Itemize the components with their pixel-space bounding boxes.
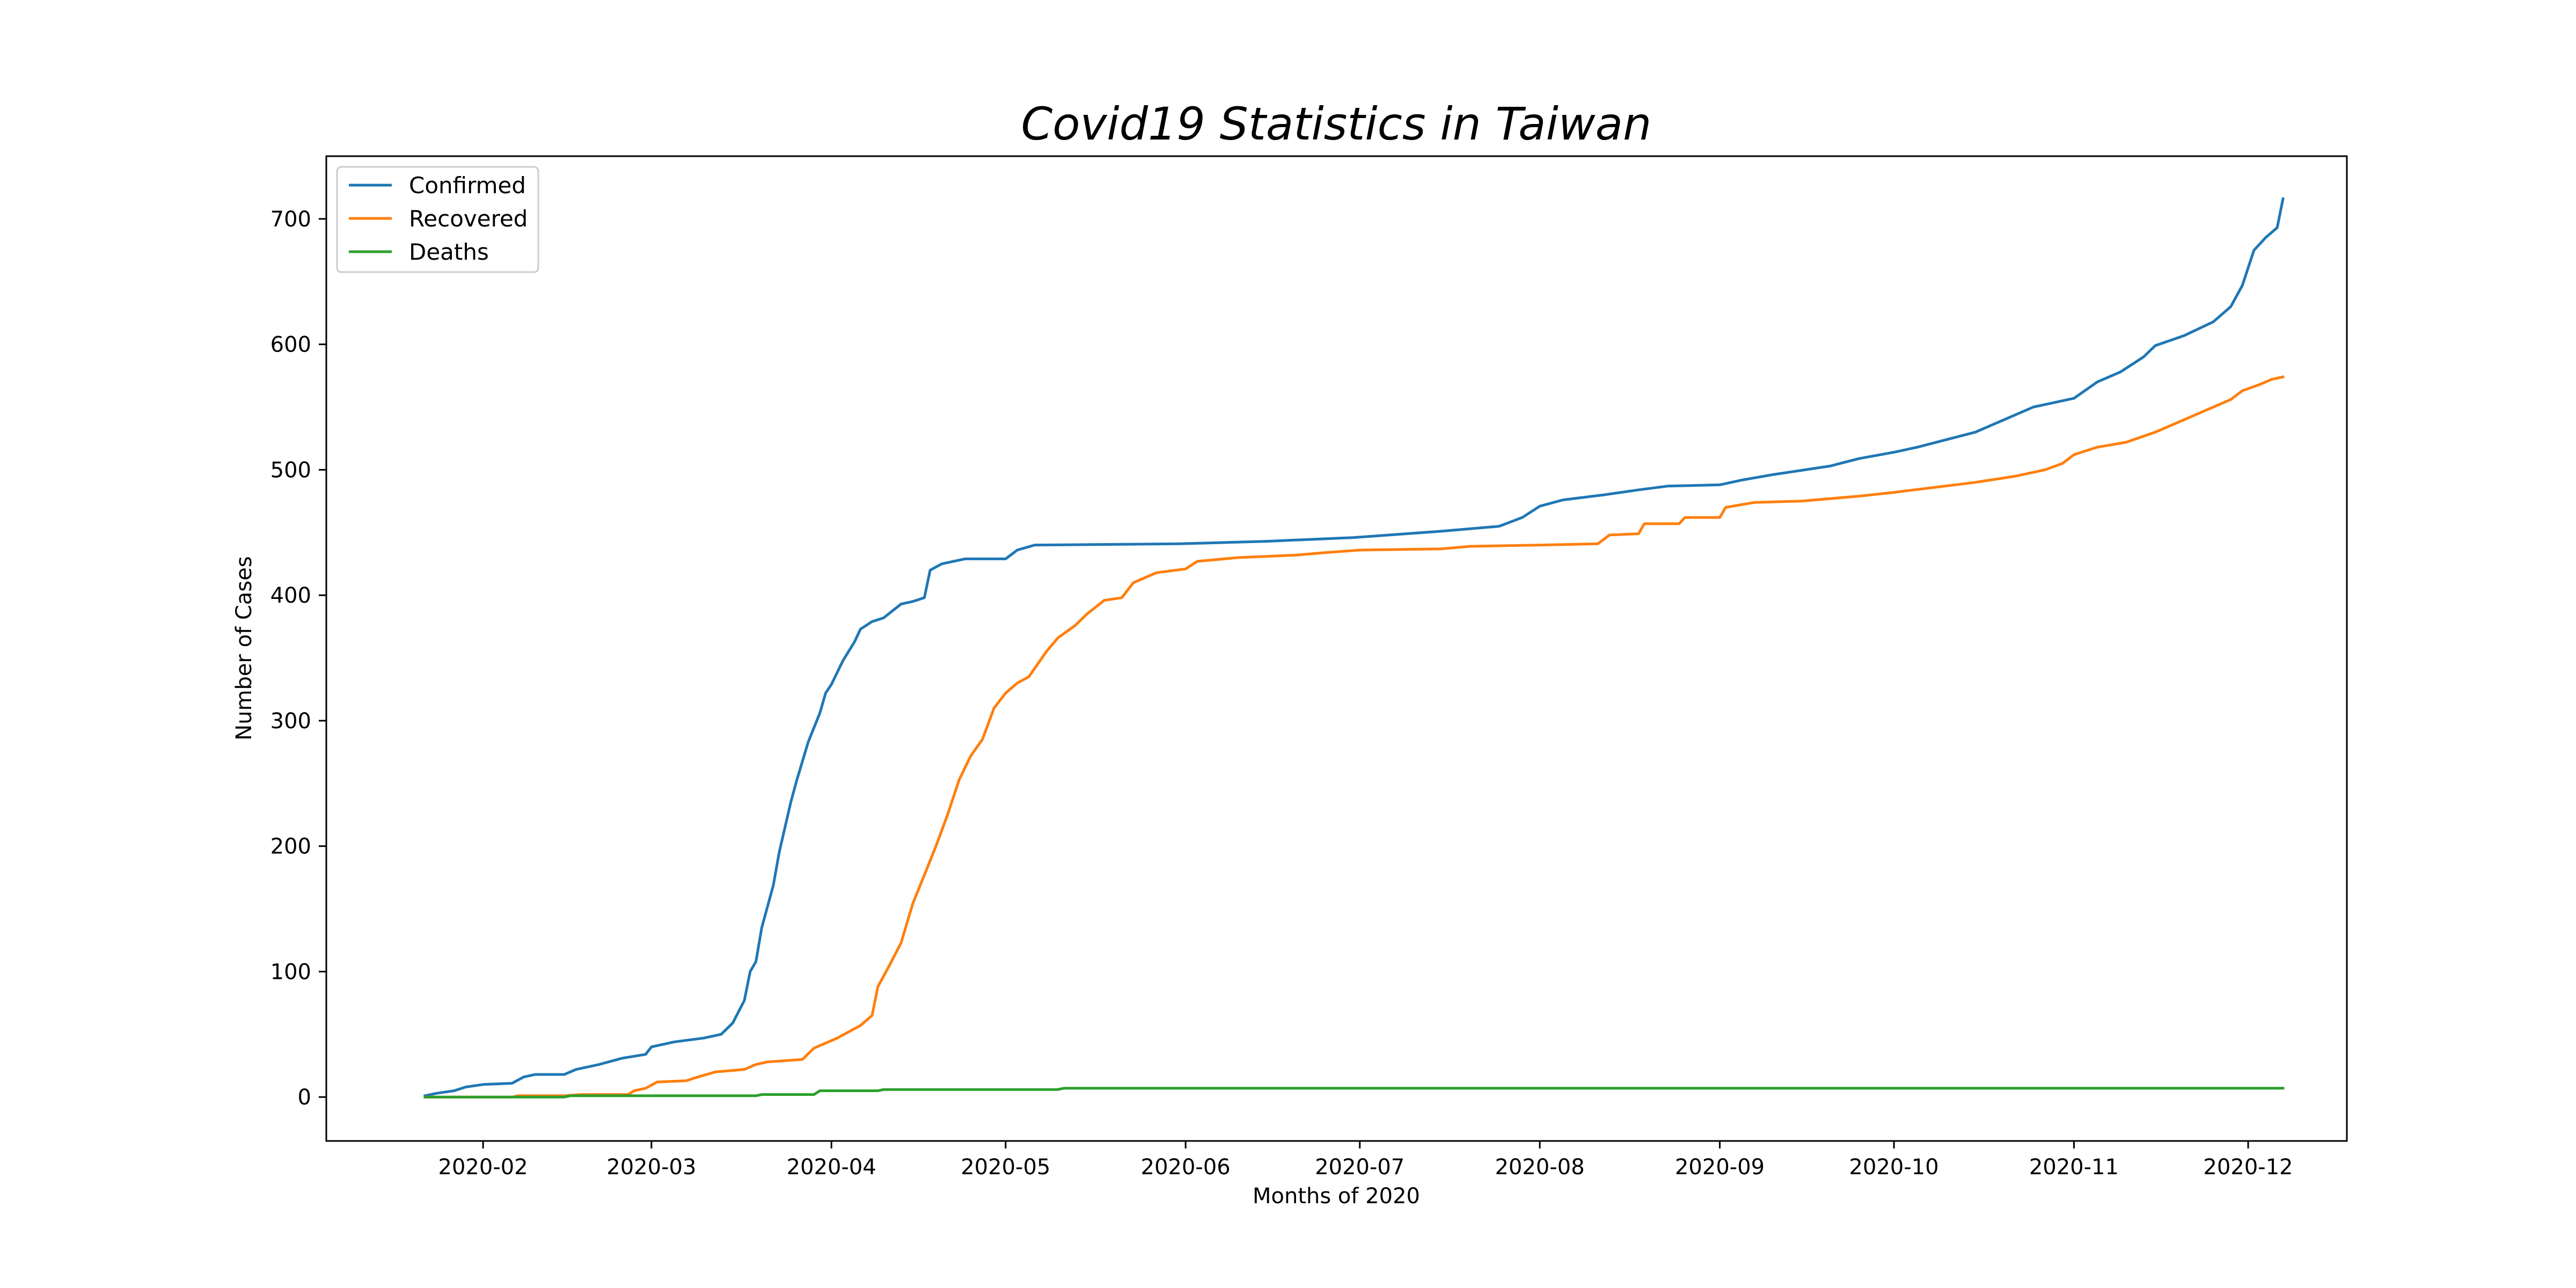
legend-label-confirmed: Confirmed [409, 172, 526, 199]
x-tick-label: 2020-02 [438, 1155, 528, 1180]
plot-area [326, 156, 2347, 1141]
series-line-deaths [423, 1087, 2285, 1099]
legend-label-recovered: Recovered [409, 206, 528, 232]
legend-label-deaths: Deaths [409, 239, 489, 265]
legend-box [336, 166, 539, 273]
x-tick-label: 2020-03 [606, 1155, 696, 1180]
x-tick-label: 2020-10 [1849, 1155, 1939, 1180]
y-tick-label: 100 [270, 960, 311, 984]
y-axis: 0 100 200 300 400 500 600 700 [270, 207, 326, 1110]
series-layer [423, 197, 2285, 1099]
y-tick-label: 0 [298, 1085, 311, 1110]
x-tick-label: 2020-11 [2029, 1155, 2119, 1180]
x-tick-label: 2020-09 [1675, 1155, 1765, 1180]
series-line-confirmed [423, 197, 2285, 1097]
y-tick-label: 400 [270, 583, 311, 608]
plot-frame [325, 155, 2348, 1142]
x-tick-label: 2020-05 [961, 1155, 1050, 1180]
y-tick-label: 600 [270, 333, 311, 357]
chart-title: Covid19 Statistics in Taiwan [1021, 98, 1652, 150]
x-axis: 2020-02 2020-03 2020-04 2020-05 2020-06 2020-… [438, 1141, 2293, 1180]
y-tick-label: 300 [270, 709, 311, 734]
y-tick-label: 200 [270, 835, 311, 859]
series-line-recovered [423, 375, 2285, 1099]
x-tick-label: 2020-06 [1141, 1155, 1231, 1180]
y-axis-label: Number of Cases [232, 556, 257, 740]
x-tick-label: 2020-04 [787, 1155, 876, 1180]
x-axis-label: Months of 2020 [1253, 1184, 1420, 1209]
x-tick-label: 2020-07 [1315, 1155, 1404, 1180]
y-tick-label: 700 [270, 207, 311, 232]
y-tick-label: 500 [270, 458, 311, 482]
legend: Confirmed Recovered Deaths [336, 166, 539, 273]
x-tick-label: 2020-08 [1495, 1155, 1585, 1180]
x-tick-label: 2020-12 [2204, 1155, 2293, 1180]
